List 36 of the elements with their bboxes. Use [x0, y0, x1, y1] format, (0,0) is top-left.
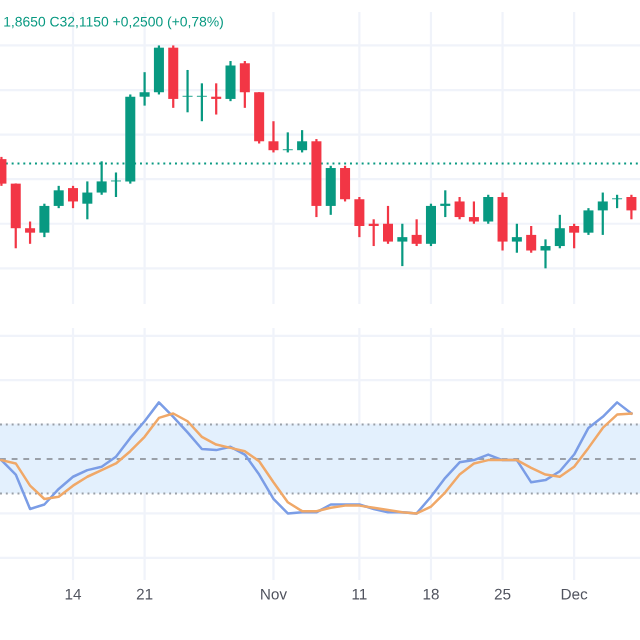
candlestick [569, 222, 580, 250]
candlestick [139, 71, 150, 107]
candlestick [25, 220, 36, 245]
candlestick [68, 184, 79, 210]
candlestick [211, 82, 222, 116]
candlestick [297, 129, 308, 154]
candlestick [153, 44, 164, 96]
candlestick [282, 131, 293, 154]
candlestick [425, 202, 436, 248]
candlestick [10, 182, 21, 250]
candlestick [196, 82, 207, 123]
candlestick [511, 222, 522, 254]
candlestick [354, 195, 365, 239]
candlestick [225, 59, 236, 103]
candlestick [526, 224, 537, 254]
candlestick [268, 120, 279, 154]
candlestick [53, 184, 64, 210]
candlestick [597, 191, 608, 237]
candlestick [583, 207, 594, 237]
candlestick [626, 193, 637, 221]
candlestick [340, 164, 351, 203]
candlestick [468, 200, 479, 225]
candlestick [397, 222, 408, 268]
candlestick [554, 213, 565, 250]
candlestick [411, 218, 422, 248]
candlestick [497, 191, 508, 252]
candlestick [182, 68, 193, 114]
candlestick [82, 180, 93, 221]
candlestick [239, 59, 250, 109]
candlestick [440, 189, 451, 219]
candlestick [383, 204, 394, 245]
candlestick [39, 202, 50, 239]
candlestick [454, 195, 465, 221]
candlestick [368, 218, 379, 248]
candlestick [540, 238, 551, 270]
candlestick [483, 193, 494, 225]
